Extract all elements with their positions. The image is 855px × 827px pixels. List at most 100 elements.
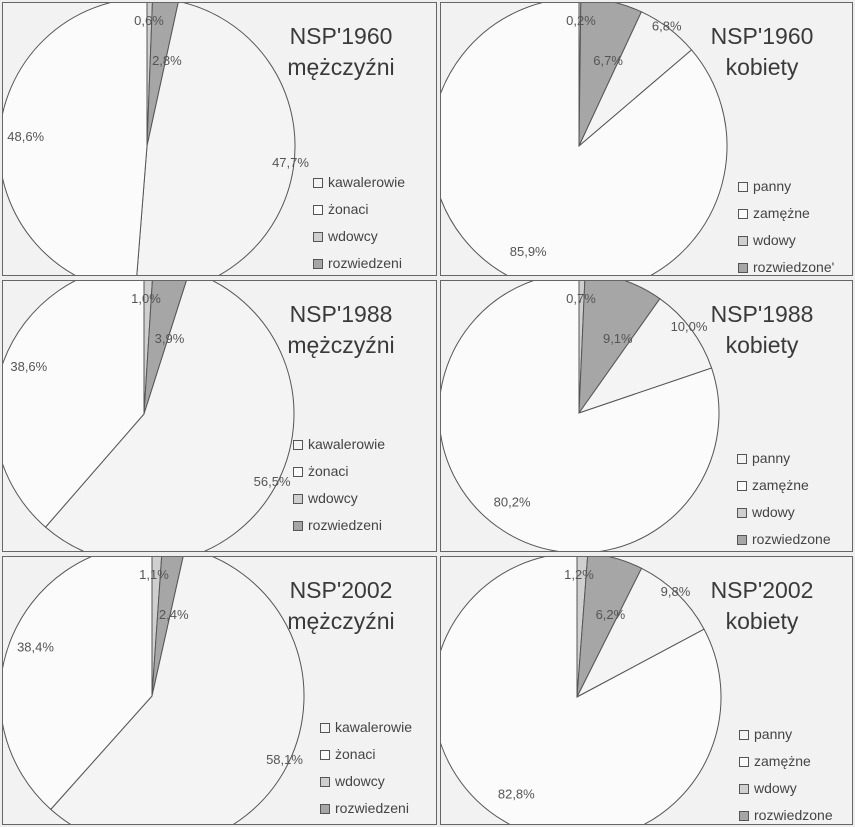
pie-chart: 0,6% 2,8% 47,7% 48,6% — [3, 3, 309, 275]
legend-item-panny: panny — [739, 721, 833, 748]
data-label-żonaci: 48,6% — [7, 129, 44, 144]
chart-panel-1988-women: 0,7% 9,1% 10,0% 80,2% NSP'1988 kobiety panny za… — [440, 280, 853, 552]
legend-label: rozwiedzeni — [308, 517, 382, 533]
legend-swatch — [320, 750, 330, 760]
legend-swatch — [313, 205, 323, 215]
legend-item-wdowcy: wdowcy — [313, 223, 405, 250]
legend-swatch — [739, 730, 749, 740]
legend-swatch — [738, 209, 748, 219]
pie-slice-kawalerowie — [136, 3, 296, 275]
data-label-panny: 10,0% — [671, 319, 708, 334]
data-label-wdowy: 0,7% — [566, 291, 596, 306]
legend-swatch — [737, 481, 747, 491]
chart-title-year: NSP'2002 — [289, 577, 393, 603]
chart-title-year: NSP'1988 — [289, 301, 393, 327]
legend-item-panny: panny — [737, 445, 831, 472]
chart-panel-2002-women: 1,2% 6,2% 9,8% 82,8% NSP'2002 kobiety panny zam… — [440, 556, 853, 825]
data-label-rozwiedzone: 6,7% — [593, 53, 623, 68]
legend-swatch — [738, 182, 748, 192]
data-label-wdowy: 0,2% — [566, 13, 596, 28]
legend-label: kawalerowie — [335, 719, 413, 735]
legend: panny zamężne wdowy rozwiedzone — [737, 445, 831, 551]
legend-label: wdowy — [753, 232, 796, 248]
legend-item-wdowcy: wdowcy — [293, 485, 385, 512]
legend: panny zamężne wdowy rozwiedzone — [739, 721, 833, 824]
legend-label: rozwiedzone' — [753, 259, 835, 275]
legend-item-kawalerowie: kawalerowie — [320, 714, 412, 741]
legend-item-żonaci: żonaci — [293, 458, 385, 485]
legend-label: rozwiedzeni — [328, 255, 402, 271]
pie-slice-zamężne — [441, 281, 720, 551]
legend-label: wdowcy — [335, 773, 385, 789]
pie-slice-kawalerowie — [44, 281, 295, 551]
pie-chart: 0,2% 6,7% 6,8% 85,9% — [441, 3, 728, 275]
legend-swatch — [737, 535, 747, 545]
chart-title-year: NSP'1960 — [289, 23, 393, 49]
chart-subtitle: mężczyźni — [287, 54, 395, 80]
legend-label: rozwiedzone — [754, 807, 833, 823]
legend-swatch — [313, 232, 323, 242]
legend-swatch — [737, 508, 747, 518]
legend-swatch — [738, 263, 748, 273]
data-label-kawalerowie: 56,5% — [254, 474, 291, 489]
pie-slice-rozwiedzone — [578, 281, 661, 415]
chart-title: NSP'1960 kobiety — [677, 21, 847, 83]
data-label-rozwiedzone: 9,1% — [603, 331, 633, 346]
data-label-zamężne: 80,2% — [494, 494, 531, 509]
legend-label: wdowy — [752, 504, 795, 520]
legend-item-rozwiedzone: rozwiedzone — [739, 802, 833, 824]
legend-label: zamężne — [754, 753, 811, 769]
chart-title: NSP'1988 mężczyźni — [261, 299, 421, 361]
legend-item-rozwiedzone: rozwiedzone' — [738, 254, 835, 275]
data-label-rozwiedzeni: 2,4% — [159, 607, 189, 622]
pie-slice-kawalerowie — [50, 557, 305, 824]
pie-slice-zamężne — [441, 557, 722, 824]
data-label-rozwiedzeni: 3,9% — [155, 331, 185, 346]
legend-item-panny: panny — [738, 173, 834, 200]
chart-title-year: NSP'1988 — [710, 301, 814, 327]
legend-label: żonaci — [308, 463, 349, 479]
chart-panel-1960-women: 0,2% 6,7% 6,8% 85,9% NSP'1960 kobiety panny zam… — [440, 2, 853, 276]
data-label-żonaci: 38,6% — [10, 359, 47, 374]
legend-label: panny — [752, 450, 791, 466]
legend: kawalerowie żonaci wdowcy rozwiedzeni — [293, 431, 385, 539]
chart-subtitle: mężczyźni — [287, 332, 395, 358]
legend-item-zamężne: zamężne — [737, 472, 831, 499]
chart-subtitle: mężczyźni — [287, 608, 395, 634]
legend-item-rozwiedzeni: rozwiedzeni — [320, 795, 412, 822]
data-label-rozwiedzeni: 2,8% — [152, 53, 182, 68]
chart-title-year: NSP'1960 — [710, 23, 814, 49]
pie-chart: 1,1% 2,4% 58,1% 38,4% — [3, 557, 305, 824]
legend-item-zamężne: zamężne — [739, 748, 833, 775]
legend-item-rozwiedzone: rozwiedzone — [737, 526, 831, 551]
legend-swatch — [320, 804, 330, 814]
legend-swatch — [739, 757, 749, 767]
legend-swatch — [293, 521, 303, 531]
pie-chart: 1,2% 6,2% 9,8% 82,8% — [441, 557, 722, 824]
data-label-kawalerowie: 47,7% — [272, 155, 309, 170]
pie-slice-panny — [577, 298, 713, 414]
legend-label: panny — [753, 178, 792, 194]
pie-slice-żonaci — [3, 3, 148, 275]
legend-item-kawalerowie: kawalerowie — [293, 431, 385, 458]
chart-subtitle: kobiety — [725, 608, 799, 634]
legend-item-kawalerowie: kawalerowie — [313, 169, 405, 196]
legend-label: kawalerowie — [328, 174, 406, 190]
pie-chart: 1,0% 3,9% 56,5% 38,6% — [3, 281, 295, 551]
chart-title: NSP'2002 mężczyźni — [261, 575, 421, 637]
legend-item-zamężne: zamężne — [738, 200, 834, 227]
chart-title: NSP'2002 kobiety — [677, 575, 847, 637]
legend-item-rozwiedzeni: rozwiedzeni — [313, 250, 405, 275]
legend-swatch — [739, 811, 749, 821]
legend-item-wdowy: wdowy — [739, 775, 833, 802]
pie-slice-żonaci — [3, 557, 153, 811]
legend-swatch — [293, 440, 303, 450]
legend-label: żonaci — [328, 201, 369, 217]
pie-slice-zamężne — [441, 3, 728, 275]
legend-swatch — [739, 784, 749, 794]
chart-panel-2002-men: 1,1% 2,4% 58,1% 38,4% NSP'2002 mężczyźni kawal… — [2, 556, 437, 825]
legend-swatch — [737, 454, 747, 464]
legend-label: panny — [754, 726, 793, 742]
legend-label: wdowy — [754, 780, 797, 796]
